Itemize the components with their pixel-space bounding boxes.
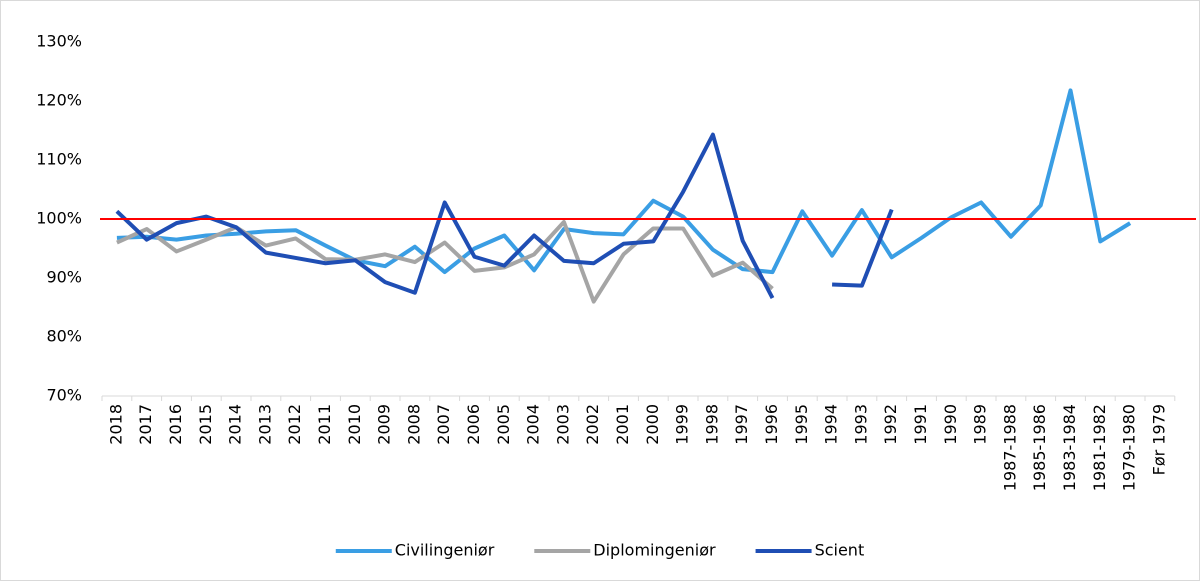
- x-tick-label: Før 1979: [1149, 404, 1168, 475]
- legend-label: Civilingeniør: [395, 541, 495, 560]
- legend-label: Diplomingeniør: [593, 541, 716, 560]
- x-tick-label: 2000: [643, 404, 662, 445]
- x-tick-label: 1987-1988: [1000, 404, 1019, 491]
- x-tick-label: 1998: [702, 404, 721, 445]
- x-tick-label: 1979-1980: [1120, 404, 1139, 491]
- x-tick-label: 1999: [673, 404, 692, 445]
- x-tick-label: 1989: [971, 404, 990, 445]
- y-tick-label: 70%: [46, 386, 82, 405]
- x-tick-label: 1993: [851, 404, 870, 445]
- x-tick-label: 1996: [762, 404, 781, 445]
- x-tick-label: 2013: [255, 404, 274, 445]
- y-tick-label: 90%: [46, 268, 82, 287]
- x-tick-label: 2001: [613, 404, 632, 445]
- x-tick-label: 1997: [732, 404, 751, 445]
- x-tick-label: 2002: [583, 404, 602, 445]
- x-tick-label: 1981-1982: [1090, 404, 1109, 491]
- x-tick-label: 2009: [375, 404, 394, 445]
- x-tick-label: 1995: [792, 404, 811, 445]
- y-tick-label: 100%: [36, 209, 82, 228]
- x-tick-label: 2005: [494, 404, 513, 445]
- series-line: [116, 88, 1132, 275]
- x-tick-label: 2016: [166, 404, 185, 445]
- x-tick-label: 1991: [911, 404, 930, 445]
- x-tick-label: 1992: [881, 404, 900, 445]
- x-tick-label: 2012: [285, 404, 304, 445]
- x-tick-label: 2010: [345, 404, 364, 445]
- x-tick-label: 1990: [941, 404, 960, 445]
- x-tick-label: 2015: [196, 404, 215, 445]
- x-tick-label: 2007: [434, 404, 453, 445]
- x-tick-label: 1983-1984: [1060, 404, 1079, 491]
- legend-label: Scient: [815, 541, 865, 560]
- x-tick-label: 2011: [315, 404, 334, 445]
- x-tick-label: 2008: [404, 404, 423, 445]
- x-tick-label: 2004: [524, 404, 543, 445]
- y-tick-label: 80%: [46, 327, 82, 346]
- x-tick-label: 2003: [553, 404, 572, 445]
- y-tick-label: 120%: [36, 91, 82, 110]
- x-tick-label: 1985-1986: [1030, 404, 1049, 491]
- x-tick-label: 2018: [106, 404, 125, 445]
- x-tick-label: 2017: [136, 404, 155, 445]
- y-tick-label: 110%: [36, 150, 82, 169]
- x-tick-label: 1994: [822, 404, 841, 445]
- x-tick-label: 2014: [226, 404, 245, 445]
- x-tick-label: 2006: [464, 404, 483, 445]
- series-line: [115, 132, 894, 299]
- y-tick-label: 130%: [36, 32, 82, 51]
